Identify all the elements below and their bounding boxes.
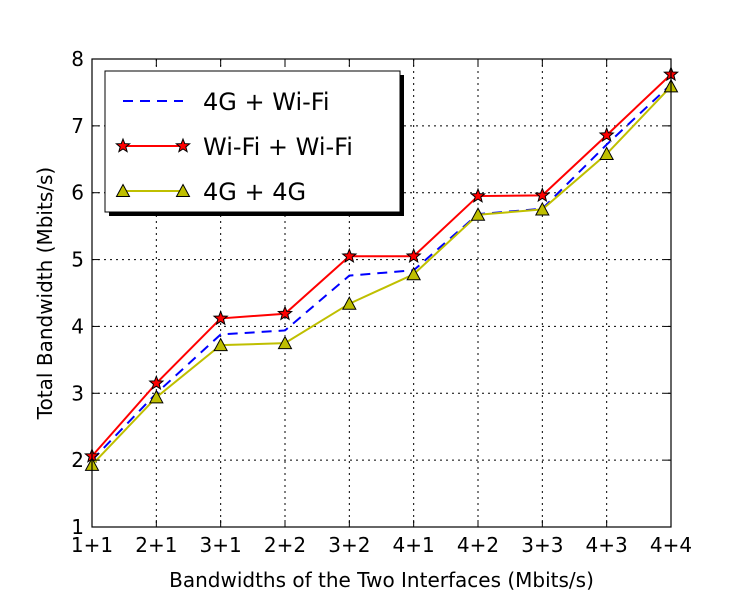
y-tick-label: 8 xyxy=(71,47,84,71)
tick-labels: 1+1 2+1 3+1 2+2 3+2 4+1 4+2 3+3 4+3 4+4 1 2 3 4 5 6 7 8 xyxy=(71,47,692,557)
legend-marker xyxy=(175,183,191,198)
legend: 4G + Wi-Fi Wi-Fi + Wi-Fi 4G + 4G xyxy=(104,70,404,216)
data-point xyxy=(148,374,165,391)
plot-frame xyxy=(91,58,672,528)
data-point xyxy=(534,201,550,216)
x-tick-label: 4+1 xyxy=(393,533,435,557)
legend-marker xyxy=(115,183,131,198)
data-point xyxy=(277,305,293,321)
x-tick-label: 4+3 xyxy=(586,533,628,557)
y-tick-label: 6 xyxy=(71,181,84,205)
data-point xyxy=(598,126,615,143)
series-layer xyxy=(84,65,679,471)
x-tick-label: 1+1 xyxy=(71,533,113,557)
data-point xyxy=(534,187,551,203)
data-point xyxy=(405,247,422,264)
series-0 xyxy=(91,83,672,461)
data-point xyxy=(213,337,229,352)
series-line xyxy=(91,85,672,466)
legend-marker xyxy=(175,137,191,153)
data-point xyxy=(470,187,486,203)
axis-ticks xyxy=(91,58,672,528)
x-tick-label: 2+2 xyxy=(264,533,306,557)
y-tick-label: 5 xyxy=(71,248,84,272)
x-tick-label: 2+1 xyxy=(135,533,177,557)
x-tick-label: 3+3 xyxy=(521,533,563,557)
y-tick-label: 4 xyxy=(71,314,84,338)
y-tick-label: 3 xyxy=(71,381,84,405)
x-tick-label: 4+4 xyxy=(650,533,692,557)
legend-label: Wi-Fi + Wi-Fi xyxy=(203,133,353,161)
data-point xyxy=(341,247,358,264)
data-point xyxy=(406,266,422,281)
legend-label: 4G + 4G xyxy=(203,178,306,206)
y-tick-label: 2 xyxy=(71,448,84,472)
x-tick-label: 3+2 xyxy=(328,533,370,557)
y-tick-label: 7 xyxy=(71,114,84,138)
legend-marker xyxy=(115,137,131,153)
series-line xyxy=(91,73,672,457)
legend-box xyxy=(104,70,401,213)
x-tick-label: 3+1 xyxy=(200,533,242,557)
x-tick-label: 4+2 xyxy=(457,533,499,557)
data-point xyxy=(341,296,357,310)
x-axis-label: Bandwidths of the Two Interfaces (Mbits/… xyxy=(169,568,594,592)
data-point xyxy=(470,207,486,221)
series-line xyxy=(91,83,672,461)
legend-label: 4G + Wi-Fi xyxy=(203,88,330,116)
y-tick-label: 1 xyxy=(71,515,84,539)
data-point xyxy=(212,310,229,326)
data-point xyxy=(148,389,164,404)
y-axis-label: Total Bandwidth (Mbits/s) xyxy=(33,167,57,420)
data-point xyxy=(277,335,293,350)
data-point xyxy=(599,146,615,160)
